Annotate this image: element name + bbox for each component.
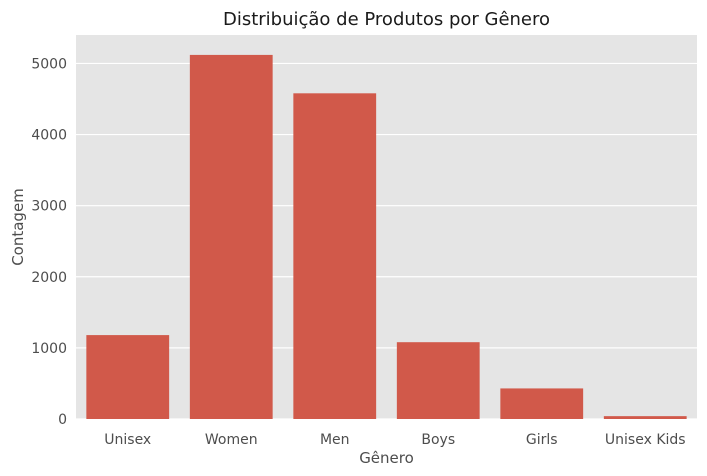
y-tick-label: 0 — [58, 412, 67, 428]
x-tick-label: Men — [320, 432, 350, 448]
bar-men — [293, 93, 377, 420]
y-tick-label: 4000 — [31, 128, 67, 144]
x-tick-label: Women — [205, 432, 258, 448]
bar-boys — [396, 342, 480, 419]
bar-unisex — [86, 335, 170, 419]
x-axis-label: Gênero — [359, 449, 414, 467]
x-tick-label: Unisex — [104, 432, 151, 448]
chart-title: Distribuição de Produtos por Gênero — [223, 9, 550, 30]
x-tick-label: Boys — [421, 432, 455, 448]
y-tick-label: 1000 — [31, 341, 67, 357]
bar-unisex-kids — [603, 416, 687, 419]
bar-women — [189, 54, 273, 420]
bar-girls — [500, 388, 584, 419]
bars — [86, 54, 687, 420]
x-tick-labels: Unisex Women Men Boys Girls Unisex Kids — [104, 432, 685, 448]
y-tick-label: 2000 — [31, 270, 67, 286]
grid-lines — [76, 62, 697, 420]
x-tick-label: Girls — [526, 432, 558, 448]
y-tick-labels: 0 1000 2000 3000 4000 5000 — [31, 56, 67, 428]
y-tick-label: 3000 — [31, 199, 67, 215]
y-axis-label: Contagem — [9, 188, 27, 266]
y-tick-label: 5000 — [31, 56, 67, 72]
plot-area — [76, 35, 697, 419]
x-tick-label: Unisex Kids — [605, 432, 686, 448]
